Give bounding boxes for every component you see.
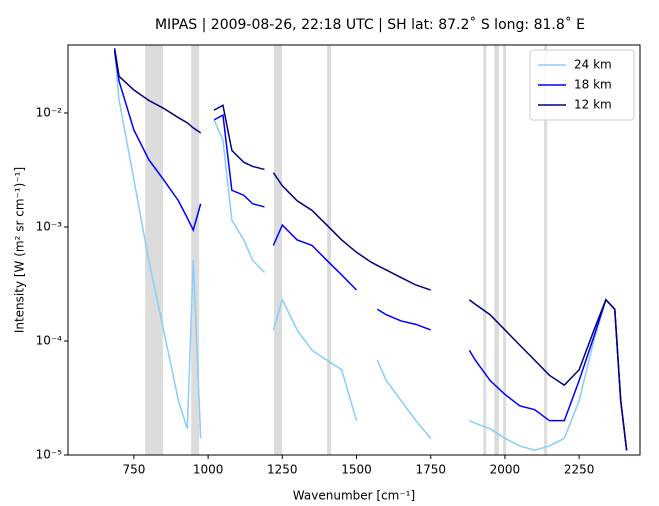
x-tick-label: 2000 (490, 463, 521, 477)
y-axis-label: Intensity [W (m² sr cm⁻¹)⁻¹] (13, 167, 27, 333)
y-tick-label: 10⁻³ (36, 220, 63, 234)
band (274, 45, 283, 455)
x-tick-label: 750 (122, 463, 145, 477)
series-line (113, 50, 628, 451)
legend-label: 12 km (574, 98, 612, 112)
x-axis-label: Wavenumber [cm⁻¹] (293, 489, 415, 503)
y-tick-label: 10⁻⁴ (36, 334, 63, 348)
legend-label: 24 km (574, 58, 612, 72)
y-tick-label: 10⁻² (36, 106, 63, 120)
x-tick-label: 1500 (341, 463, 372, 477)
band (191, 45, 200, 455)
plot-frame (67, 44, 641, 456)
legend-box (529, 49, 635, 121)
band (503, 45, 507, 455)
x-tick-label: 1250 (267, 463, 298, 477)
lines (113, 48, 628, 452)
band (494, 45, 500, 455)
series-line (113, 48, 628, 451)
band (544, 45, 548, 455)
chart-title: MIPAS | 2009-08-26, 22:18 UTC | SH lat: … (155, 16, 585, 33)
band (327, 45, 331, 455)
x-tick-label: 2250 (564, 463, 595, 477)
legend-label: 18 km (574, 78, 612, 92)
x-tick-label: 1000 (193, 463, 224, 477)
band (483, 45, 487, 455)
series-line (113, 50, 628, 452)
band (145, 45, 163, 455)
y-tick-label: 10⁻⁵ (36, 448, 63, 462)
x-tick-label: 1750 (415, 463, 446, 477)
